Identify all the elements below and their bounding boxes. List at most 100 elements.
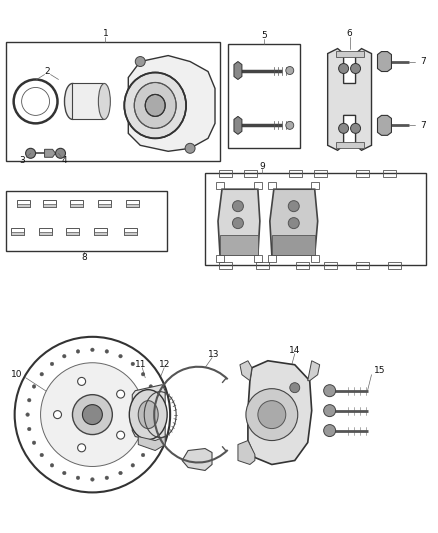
Polygon shape — [248, 361, 312, 464]
Circle shape — [339, 63, 349, 74]
Circle shape — [233, 217, 244, 229]
Circle shape — [26, 413, 29, 416]
Bar — [95, 232, 107, 235]
Ellipse shape — [129, 390, 167, 440]
Circle shape — [131, 464, 134, 467]
Bar — [6, 42, 220, 161]
Polygon shape — [234, 61, 242, 79]
Circle shape — [324, 385, 336, 397]
Bar — [324, 262, 337, 269]
Bar — [254, 182, 262, 189]
Text: 3: 3 — [20, 156, 25, 165]
Bar — [384, 170, 396, 177]
Bar — [336, 51, 364, 56]
Bar — [228, 44, 300, 148]
Bar — [17, 204, 30, 207]
Text: 2: 2 — [45, 67, 50, 76]
Text: 7: 7 — [420, 57, 426, 66]
Bar — [244, 170, 257, 177]
Circle shape — [131, 362, 134, 366]
Bar — [11, 232, 24, 235]
Circle shape — [119, 471, 122, 475]
Bar — [17, 200, 30, 207]
Circle shape — [91, 478, 94, 481]
Text: 9: 9 — [259, 161, 265, 171]
Circle shape — [56, 148, 66, 158]
Text: 11: 11 — [134, 360, 146, 369]
Bar — [254, 255, 262, 262]
Bar — [126, 204, 139, 207]
Polygon shape — [378, 52, 392, 71]
Circle shape — [28, 398, 31, 402]
Bar — [219, 170, 232, 177]
Text: 12: 12 — [159, 360, 170, 369]
Circle shape — [32, 385, 36, 388]
Circle shape — [63, 471, 66, 475]
Bar — [126, 200, 139, 207]
Bar — [268, 255, 276, 262]
Ellipse shape — [138, 401, 158, 429]
Polygon shape — [182, 449, 212, 471]
Circle shape — [141, 373, 145, 376]
Circle shape — [288, 217, 299, 229]
Ellipse shape — [134, 83, 176, 128]
Ellipse shape — [124, 72, 186, 139]
Text: 1: 1 — [102, 29, 108, 38]
Bar — [42, 200, 56, 207]
Circle shape — [28, 427, 31, 431]
Circle shape — [286, 67, 294, 75]
Circle shape — [155, 413, 159, 416]
Bar — [42, 204, 56, 207]
Bar — [256, 262, 269, 269]
Bar — [314, 170, 327, 177]
Bar — [71, 200, 83, 207]
Polygon shape — [328, 49, 371, 150]
Circle shape — [233, 200, 244, 212]
Bar — [356, 170, 368, 177]
Polygon shape — [238, 441, 255, 464]
Circle shape — [117, 431, 125, 439]
Circle shape — [53, 410, 61, 418]
Circle shape — [290, 383, 300, 393]
Circle shape — [72, 394, 112, 434]
Bar — [216, 255, 224, 262]
Polygon shape — [220, 235, 258, 255]
Circle shape — [154, 398, 157, 402]
Circle shape — [154, 427, 157, 431]
Ellipse shape — [99, 84, 110, 119]
Polygon shape — [378, 116, 392, 135]
Bar — [268, 182, 276, 189]
Text: 4: 4 — [62, 156, 67, 165]
Bar — [389, 262, 401, 269]
Polygon shape — [45, 149, 56, 157]
Circle shape — [63, 354, 66, 358]
Circle shape — [40, 373, 43, 376]
Bar — [336, 142, 364, 148]
Circle shape — [185, 143, 195, 154]
Bar — [6, 191, 167, 251]
Bar — [95, 228, 107, 235]
Bar — [311, 255, 319, 262]
Ellipse shape — [145, 94, 165, 116]
Text: 14: 14 — [289, 346, 300, 356]
Circle shape — [258, 401, 286, 429]
Polygon shape — [234, 116, 242, 134]
Circle shape — [76, 476, 80, 480]
Bar — [205, 173, 426, 265]
Circle shape — [324, 425, 336, 437]
Bar — [311, 182, 319, 189]
Bar — [67, 232, 79, 235]
Circle shape — [91, 348, 94, 352]
Circle shape — [78, 444, 85, 452]
Bar — [219, 262, 232, 269]
Circle shape — [350, 63, 360, 74]
Polygon shape — [272, 235, 314, 255]
Circle shape — [339, 123, 349, 133]
Polygon shape — [138, 437, 165, 450]
Text: 13: 13 — [208, 350, 220, 359]
Bar — [216, 182, 224, 189]
Circle shape — [119, 354, 122, 358]
Circle shape — [41, 363, 144, 466]
Circle shape — [324, 405, 336, 417]
Bar — [124, 232, 137, 235]
